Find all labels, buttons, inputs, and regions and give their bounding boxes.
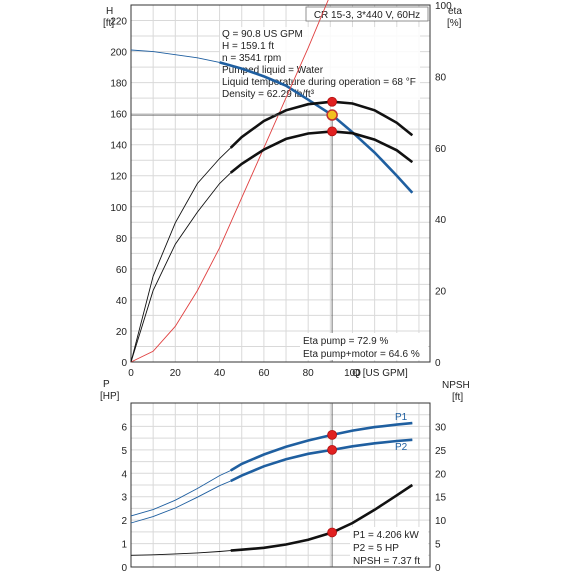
- upper-right-axis-unit: [%]: [447, 18, 462, 29]
- legend-label-p1: P1: [395, 412, 408, 423]
- title-box: [305, 6, 429, 22]
- head-tick-label: 120: [110, 172, 127, 183]
- info-line: H = 159.1 ft: [222, 41, 274, 52]
- p2-annotation: P2 = 5 HP: [353, 543, 399, 554]
- power-tick-label: 0: [121, 563, 127, 574]
- eta-pump-motor-annotation: Eta pump+motor = 64.6 %: [303, 349, 420, 360]
- eta-tick-label: 80: [435, 72, 447, 83]
- npsh-annotation: NPSH = 7.37 ft: [353, 556, 420, 567]
- upper-eta-1-e04040-right-line: [130, 0, 329, 363]
- eta-tick-label: 100: [435, 1, 452, 12]
- eta-point-marker: [327, 126, 338, 137]
- lower-plot-frame: [130, 402, 431, 568]
- eta-point-marker: [327, 96, 338, 107]
- power-annotation-bg: [350, 527, 428, 566]
- lower-right-axis-unit: [ft]: [452, 392, 463, 403]
- upper-eta-3-111111-right-thin-line: [130, 130, 413, 363]
- npsh-tick-label: 20: [435, 469, 447, 480]
- lower-left-axis-unit: [HP]: [100, 391, 120, 402]
- power-tick-label: 1: [121, 540, 127, 551]
- head-tick-label: 20: [116, 327, 128, 338]
- p1-annotation: P1 = 4.206 kW: [353, 530, 419, 541]
- head-tick-label: 60: [116, 265, 128, 276]
- lower-markers: [327, 403, 338, 567]
- lower-left-axis-label: P: [103, 379, 110, 390]
- x-tick-label: 40: [214, 368, 226, 379]
- upper-right-axis-label: eta: [448, 6, 462, 17]
- operating-point-info: Q = 90.8 US GPM H = 159.1 ft n = 3541 rp…: [220, 27, 420, 100]
- npsh-tick-label: 0: [435, 563, 441, 574]
- eta-tick-label: 60: [435, 144, 447, 155]
- head-tick-label: 40: [116, 296, 128, 307]
- x-tick-label: 0: [128, 368, 134, 379]
- head-tick-label: 0: [121, 358, 127, 369]
- power-tick-label: 6: [121, 422, 127, 433]
- info-line: Q = 90.8 US GPM: [222, 29, 303, 40]
- head-tick-label: 160: [110, 110, 127, 121]
- lower-right-axis-label: NPSH: [442, 380, 470, 391]
- lower-p2-thick-line: [230, 438, 413, 483]
- x-tick-label: 80: [303, 368, 315, 379]
- legend-label-p2: P2: [395, 442, 408, 453]
- duty-point-marker: [326, 109, 338, 121]
- upper-series: [130, 0, 414, 363]
- upper-plot-frame: [130, 4, 431, 363]
- power-tick-label: 5: [121, 446, 127, 457]
- upper-markers: [131, 96, 338, 362]
- x-tick-label: 20: [170, 368, 182, 379]
- lower-p1-thin-line: [130, 422, 413, 517]
- eta-tick-label: 40: [435, 215, 447, 226]
- power-tick-label: 4: [121, 469, 127, 480]
- lower-tick-labels: 0 1 2 3 4 5 6 0 5 10 15 20 25 30: [121, 422, 446, 574]
- head-tick-label: 80: [116, 234, 128, 245]
- npsh-tick-label: 10: [435, 516, 447, 527]
- upper-panel: 0 20 40 60 80 1000204060801001201401601802002…: [103, 0, 462, 379]
- upper-tick-labels: 0 20 40 60 80 1000204060801001201401601802002…: [110, 1, 452, 379]
- info-box-bg: [220, 27, 420, 100]
- upper-left-axis-label: H: [106, 6, 113, 17]
- head-tick-label: 140: [110, 141, 127, 152]
- lower-point-marker: [327, 527, 338, 538]
- lower-npsh-thick-line: [230, 483, 414, 552]
- chart-title: CR 15-3, 3*440 V, 60Hz: [314, 10, 420, 21]
- x-tick-label: 60: [258, 368, 270, 379]
- power-tick-label: 2: [121, 516, 127, 527]
- power-tick-label: 3: [121, 493, 127, 504]
- eta-tick-label: 20: [435, 287, 447, 298]
- info-line: Density = 62.29 lb/ft³: [222, 89, 315, 100]
- head-tick-label: 200: [110, 48, 127, 59]
- eta-annotation-bg: [300, 333, 428, 360]
- head-tick-label: 100: [110, 203, 127, 214]
- upper-eta-2-111111-right-thick-line: [229, 100, 414, 149]
- npsh-tick-label: 15: [435, 493, 447, 504]
- lower-panel: 0 1 2 3 4 5 6 0 5 10 15 20 25 30 P [HP] NPSH [ft] P1 …: [100, 379, 470, 574]
- lower-p1-thick-line: [230, 421, 413, 472]
- upper-left-axis-unit: [ft]: [103, 18, 114, 29]
- upper-eta-3-111111-right-thick-line: [229, 130, 414, 174]
- info-line: n = 3541 rpm: [222, 53, 281, 64]
- head-tick-label: 180: [110, 79, 127, 90]
- lower-point-marker: [327, 444, 338, 455]
- lower-series: [130, 421, 414, 556]
- upper-eta-2-111111-right-thin-line: [130, 101, 413, 363]
- upper-x-axis-label: Q [US GPM]: [352, 368, 408, 379]
- info-line: Pumped liquid = Water: [222, 65, 324, 76]
- lower-point-marker: [327, 429, 338, 440]
- npsh-tick-label: 25: [435, 446, 447, 457]
- npsh-tick-label: 30: [435, 422, 447, 433]
- npsh-tick-label: 5: [435, 540, 441, 551]
- x-tick-label: 100: [344, 368, 361, 379]
- head-tick-label: 220: [110, 17, 127, 28]
- eta-pump-annotation: Eta pump = 72.9 %: [303, 336, 388, 347]
- upper-head-1f5fa0-left-thick-line: [219, 61, 414, 194]
- eta-tick-label: 0: [435, 358, 441, 369]
- info-line: Liquid temperature during operation = 68…: [222, 77, 416, 88]
